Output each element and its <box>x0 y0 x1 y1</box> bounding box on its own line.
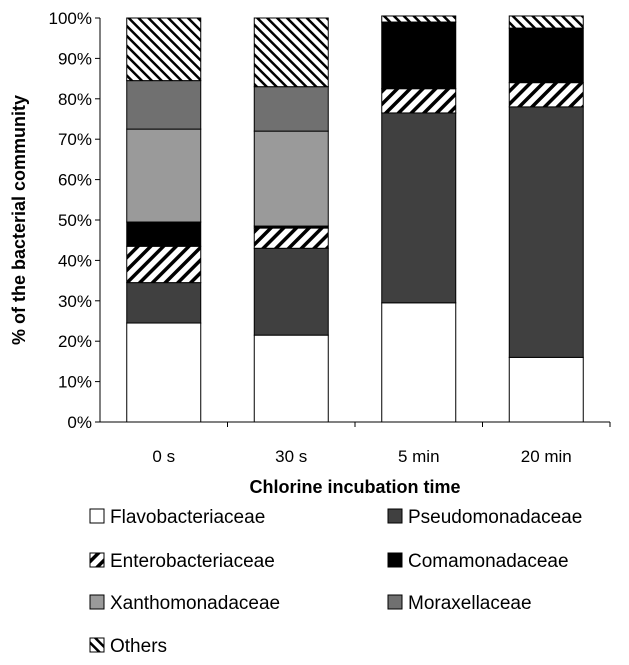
legend-swatch <box>89 508 105 524</box>
bar-segment <box>381 88 457 114</box>
bar-segment <box>126 322 202 423</box>
legend-label: Comamonadaceae <box>408 551 569 572</box>
y-tick-label: 0% <box>67 413 92 432</box>
legend-item: Flavobacteriaceae <box>89 507 265 528</box>
legend-label: Moraxellaceae <box>408 593 532 614</box>
bar-segment <box>126 80 202 130</box>
bar-segment <box>381 302 457 423</box>
bar-segment <box>253 334 329 423</box>
y-axis-title: % of the bacterial community <box>9 95 29 345</box>
x-tick-label: 30 s <box>275 447 307 466</box>
y-tick-label: 70% <box>58 130 92 149</box>
legend-item: Comamonadaceae <box>387 551 569 572</box>
y-tick-label: 10% <box>58 373 92 392</box>
bar-segment <box>508 27 584 84</box>
bar-segment <box>381 15 457 23</box>
y-tick-label: 100% <box>49 9 92 28</box>
legend-label: Enterobacteriaceae <box>110 551 275 572</box>
legend-item: Pseudomonadaceae <box>387 507 582 528</box>
bar-segment <box>508 82 584 108</box>
legend-label: Others <box>110 636 167 657</box>
y-tick-label: 40% <box>58 251 92 270</box>
bars-group <box>126 15 584 423</box>
legend-swatch <box>387 594 403 610</box>
bar-segment <box>253 17 329 88</box>
legend-swatch <box>89 594 105 610</box>
legend-swatch <box>89 552 105 568</box>
y-tick-label: 60% <box>58 171 92 190</box>
plot-area: 0% 10% 20% 30% 40% 50% 60% 70% 80% 90% 100% 0 s 30 s… <box>49 9 611 466</box>
legend-item: Xanthomonadaceae <box>89 593 280 614</box>
legend-swatch <box>387 508 403 524</box>
bar-segment <box>253 86 329 132</box>
y-tick-label: 90% <box>58 49 92 68</box>
bar-segment <box>126 17 202 82</box>
bar-segment <box>253 130 329 227</box>
x-axis-title: Chlorine incubation time <box>249 477 460 497</box>
legend-swatch <box>387 552 403 568</box>
y-tick-label: 30% <box>58 292 92 311</box>
bar-segment <box>126 245 202 284</box>
legend-item: Moraxellaceae <box>387 593 532 614</box>
y-tick-label: 50% <box>58 211 92 230</box>
x-tick-label: 0 s <box>152 447 175 466</box>
y-tick-label: 20% <box>58 332 92 351</box>
bar-segment <box>126 128 202 223</box>
bar-segment <box>381 21 457 90</box>
bar-segment <box>253 247 329 336</box>
legend-label: Pseudomonadaceae <box>408 507 582 528</box>
bar-segment <box>381 112 457 304</box>
bar-segment <box>126 221 202 247</box>
legend-label: Flavobacteriaceae <box>110 507 265 528</box>
x-tick-label: 20 min <box>521 447 572 466</box>
bar-segment <box>126 282 202 324</box>
y-tick-label: 80% <box>58 90 92 109</box>
legend-item: Enterobacteriaceae <box>89 551 275 572</box>
legend-swatch <box>89 637 105 653</box>
legend: Flavobacteriaceae Pseudomonadaceae Enterob… <box>89 507 582 657</box>
bar-segment <box>253 227 329 249</box>
bar-segment <box>508 15 584 29</box>
legend-label: Xanthomonadaceae <box>110 593 280 614</box>
x-tick-label: 5 min <box>398 447 440 466</box>
bar-segment <box>508 356 584 423</box>
bar-segment <box>508 106 584 358</box>
legend-item: Others <box>89 636 167 657</box>
